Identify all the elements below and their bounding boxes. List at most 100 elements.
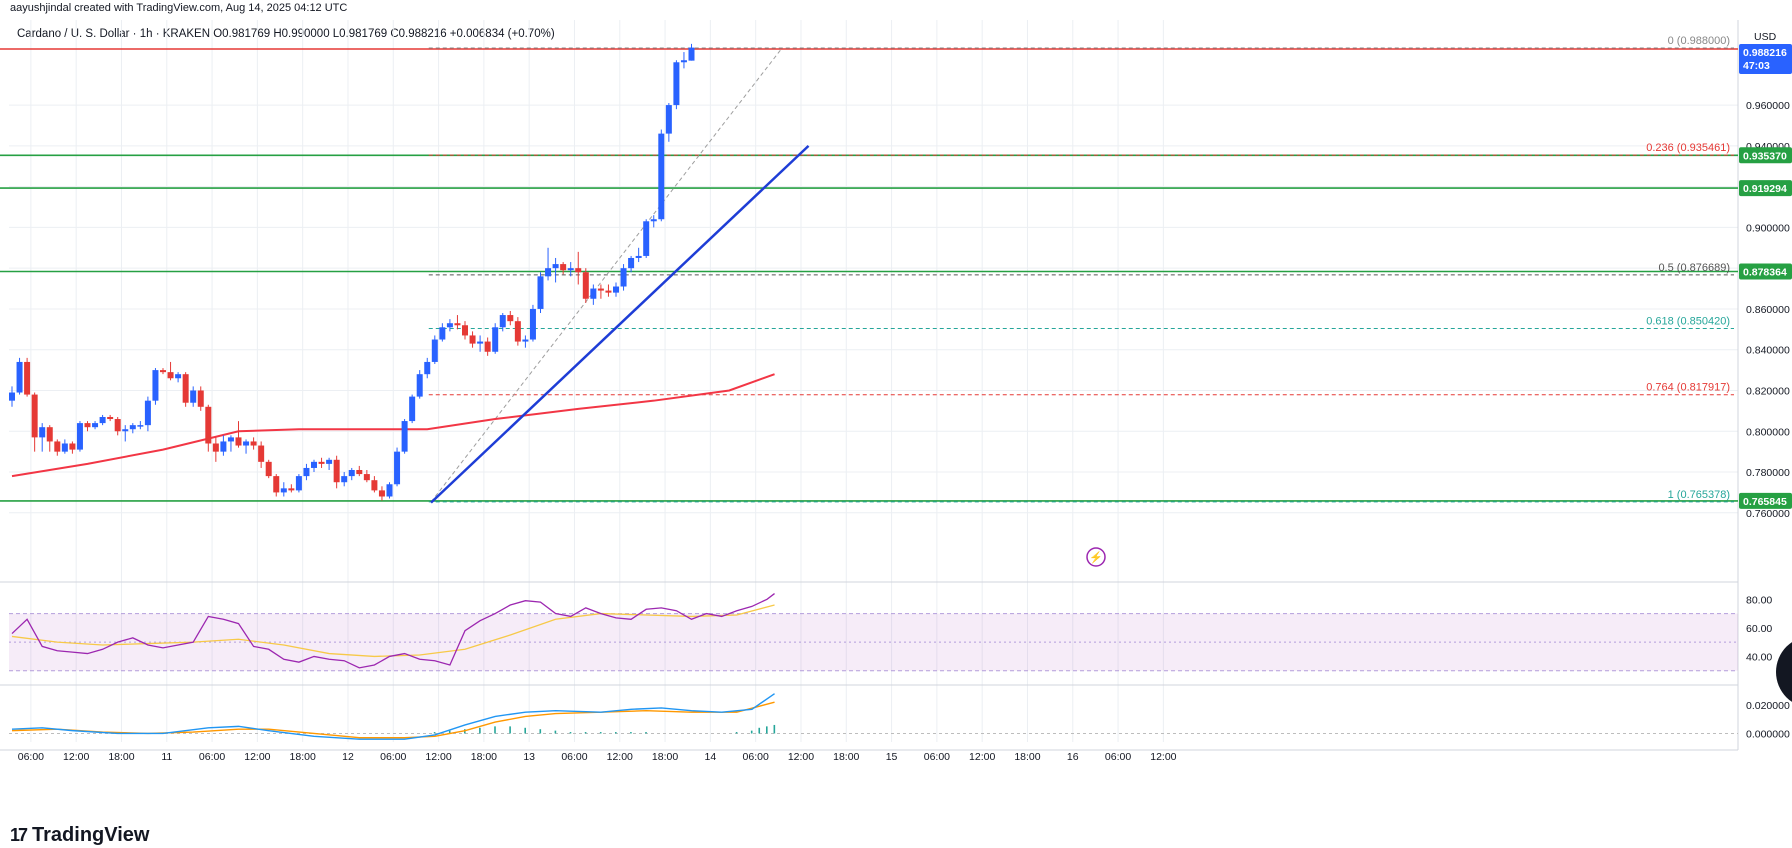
level-price-tag-text: 0.919294: [1743, 183, 1787, 195]
time-tick-label: 18:00: [1014, 751, 1040, 763]
candle-up: [643, 221, 650, 256]
macd-histogram-bar: [569, 732, 572, 734]
rsi-band: [9, 613, 1738, 671]
candle-up: [673, 62, 680, 106]
candle-down: [31, 394, 38, 438]
candle-up: [680, 60, 687, 63]
tradingview-logo-icon: 17: [10, 825, 28, 845]
lightning-alert-icon: [1086, 547, 1106, 567]
chart-author-line: aayushjindal created with TradingView.co…: [10, 2, 348, 14]
time-tick-label: 16: [1067, 751, 1079, 763]
macd-histogram-bar: [735, 732, 738, 734]
candle-up: [311, 461, 317, 468]
candle-down: [212, 443, 219, 452]
candle-up: [537, 276, 544, 309]
candle-up: [522, 339, 529, 342]
candle-up: [61, 443, 68, 452]
macd-tick-label: 0.020000: [1746, 700, 1790, 712]
candle-down: [160, 370, 166, 373]
macd-histogram-bar: [509, 726, 511, 734]
level-price-tag: [1739, 180, 1792, 197]
macd-histogram-bar: [750, 730, 753, 734]
level-price-tag: [1739, 147, 1792, 164]
rsi-line: [11, 593, 775, 669]
candle-up: [137, 425, 144, 427]
macd-histogram-bar: [773, 724, 776, 734]
moving-average: [11, 373, 775, 478]
candle-up: [394, 451, 401, 485]
time-tick-label: 18:00: [108, 751, 134, 763]
time-tick-label: 13: [523, 751, 535, 763]
time-tick-label: 06:00: [380, 751, 406, 763]
time-tick-label: 12:00: [244, 751, 270, 763]
candle-up: [326, 459, 333, 464]
candle-up: [144, 400, 151, 426]
time-tick-label: 12:00: [607, 751, 633, 763]
time-tick-label: 12: [342, 751, 354, 763]
macd-histogram-bar: [645, 732, 647, 734]
fibonacci-retracement[interactable]: 0 (0.988000) 0.236 (0.935461) 0.5 (0.87668…: [428, 35, 1734, 503]
level-price-tag-text: 0.935370: [1743, 150, 1787, 162]
candle-up: [688, 47, 695, 61]
last-price-tag: [1739, 44, 1792, 74]
candle-up: [567, 268, 574, 271]
candle-up: [92, 423, 99, 428]
fib-level-label: 0.764 (0.817917): [1646, 382, 1730, 394]
time-tick-label: 18:00: [833, 751, 859, 763]
time-tick-label: 14: [705, 751, 717, 763]
candle-down: [575, 268, 582, 273]
candle-up: [416, 374, 423, 397]
macd-line: [11, 693, 775, 740]
candle-down: [363, 474, 370, 481]
candle-up: [401, 421, 408, 452]
macd-tick-label: 0.000000: [1746, 728, 1790, 740]
candle-up: [665, 105, 672, 134]
time-tick-label: 18:00: [471, 751, 497, 763]
candle-up: [295, 476, 302, 491]
candle-down: [318, 461, 325, 464]
candle-down: [333, 459, 340, 483]
lightning-glyph: ⚡: [1089, 551, 1103, 564]
price-axis[interactable]: 80.00 60.00 40.00 0.020000 0.000000 USD 0.9600…: [1739, 31, 1792, 740]
time-tick-label: 12:00: [969, 751, 995, 763]
time-axis[interactable]: 06:00 12:00 18:00 11 06:00 12:00 18:00 12 06:00 1…: [18, 751, 1177, 763]
grid: [0, 20, 1739, 751]
candle-up: [227, 437, 234, 442]
candle-up: [39, 427, 46, 438]
candle-down: [265, 461, 272, 477]
fib-level-label: 0 (0.988000): [1668, 35, 1730, 47]
candle-down: [597, 288, 604, 291]
ascending-trendline: [430, 144, 810, 504]
currency-label: USD: [1754, 31, 1777, 43]
bar-countdown: 47:03: [1743, 60, 1770, 72]
candle-up: [431, 339, 438, 362]
time-tick-label: 12:00: [63, 751, 89, 763]
price-tick-label: 0.820000: [1746, 385, 1790, 397]
last-price-value: 0.988216: [1743, 47, 1787, 59]
price-chart[interactable]: 0 (0.988000) 0.236 (0.935461) 0.5 (0.87668…: [0, 0, 1792, 818]
time-tick-label: 06:00: [199, 751, 225, 763]
candle-up: [99, 416, 106, 424]
rsi-tick-label: 40.00: [1746, 651, 1772, 663]
tradingview-brand[interactable]: 17 TradingView: [10, 824, 149, 847]
candle-up: [477, 341, 484, 344]
macd-histogram-bar: [615, 732, 617, 734]
candle-down: [107, 416, 114, 420]
rsi-tick-label: 80.00: [1746, 594, 1772, 606]
candle-up: [303, 467, 310, 477]
trendline[interactable]: [430, 144, 810, 504]
candle-down: [507, 315, 514, 322]
time-tick-label: 11: [161, 751, 172, 763]
candle-up: [492, 327, 499, 352]
price-tick-label: 0.960000: [1746, 100, 1790, 112]
candle-down: [273, 476, 280, 493]
fib-level-label: 0.5 (0.876689): [1658, 262, 1730, 274]
rsi-tick-label: 60.00: [1746, 623, 1772, 635]
candle-down: [462, 325, 468, 336]
candle-up: [190, 390, 197, 403]
candle-up: [439, 327, 446, 340]
price-tick-label: 0.840000: [1746, 345, 1790, 357]
price-tick-label: 0.760000: [1746, 508, 1790, 520]
candle-down: [205, 406, 212, 444]
candle-up: [175, 374, 182, 379]
